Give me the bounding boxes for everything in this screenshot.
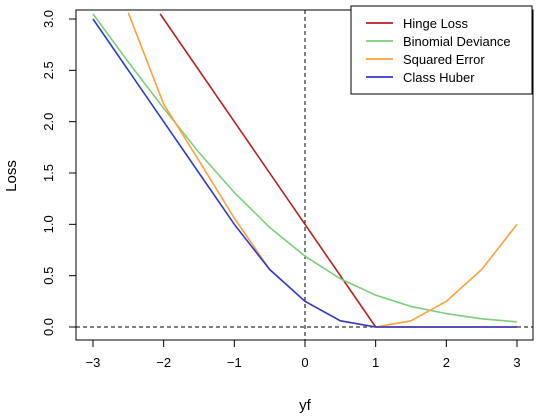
y-tick-label: 1.5 [41, 164, 56, 182]
legend-label-binomial-deviance: Binomial Deviance [403, 34, 511, 49]
series-line-class-huber [92, 18, 517, 328]
x-tick-label: 2 [443, 355, 450, 370]
y-tick-label: 1.0 [41, 215, 56, 233]
y-tick-label: 0.0 [41, 318, 56, 336]
y-axis-title: Loss [3, 160, 20, 192]
y-tick-label: 2.5 [41, 61, 56, 79]
legend-label-squared-error: Squared Error [403, 52, 485, 67]
y-tick-label: 2.0 [41, 113, 56, 131]
y-tick-label: 3.0 [41, 10, 56, 28]
x-tick-label: 3 [513, 355, 520, 370]
x-tick-label: −2 [156, 355, 171, 370]
x-tick-label: −1 [227, 355, 242, 370]
x-axis-title: yf [299, 397, 312, 414]
legend-label-class-huber: Class Huber [403, 70, 475, 85]
x-tick-label: 1 [372, 355, 379, 370]
x-tick-label: 0 [301, 355, 308, 370]
x-axis: −3 −2 −1 0 1 2 3 [86, 339, 521, 370]
legend-label-hinge-loss: Hinge Loss [403, 16, 469, 31]
legend: Hinge Loss Binomial Deviance Squared Error… [350, 5, 533, 95]
series-layer [92, 12, 518, 328]
y-tick-label: 0.5 [41, 267, 56, 285]
x-tick-label: −3 [86, 355, 101, 370]
y-axis: 0.0 0.5 1.0 1.5 2.0 2.5 3.0 [41, 10, 77, 336]
series-line-binomial-deviance [92, 13, 518, 323]
legend-box [350, 5, 533, 95]
